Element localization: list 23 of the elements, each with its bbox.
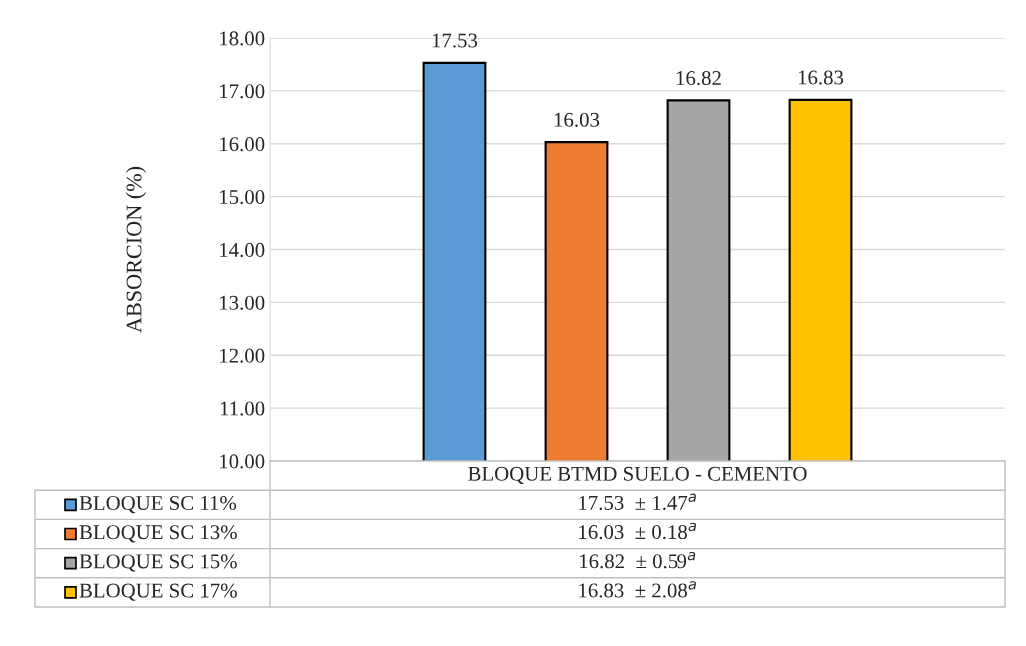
data-label: 16.82 [676,70,721,86]
legend-label: BLOQUE SC 13% [79,525,237,543]
legend-label: BLOQUE SC 15% [79,554,237,572]
text: 17.53 ± 1.47$^{a}$ [579,493,696,510]
y-tick-label: 16.00 [220,137,265,152]
x-tick-label: BLOQUE BTMD SUELO - CEMENTO [468,466,807,484]
text: 16.82 ± 0.59$^{a}$ [580,551,696,569]
text: 16.03 ± 0.18$^{a}$ [579,522,696,540]
y-tick-label: 17.00 [220,84,265,99]
data-label: 17.53 [432,33,478,48]
legend-label: BLOQUE SC 17% [79,583,237,601]
data-label: 16.83 [798,70,844,85]
y-tick-label: 10.00 [220,454,265,469]
y-tick-label: 11.00 [220,401,265,416]
text: 16.83 ± 2.08$^{a}$ [579,581,696,598]
y-tick-label: 13.00 [220,295,265,310]
data-label: 16.03 [554,112,600,127]
y-tick-label: 18.00 [220,31,265,46]
y-tick-label: 12.00 [220,348,265,363]
legend-label: BLOQUE SC 11% [79,495,237,514]
y-tick-label: 15.00 [220,190,265,205]
y-tick-label: 14.00 [220,242,265,258]
y-axis-title: ABSORCION (%) [125,166,147,333]
